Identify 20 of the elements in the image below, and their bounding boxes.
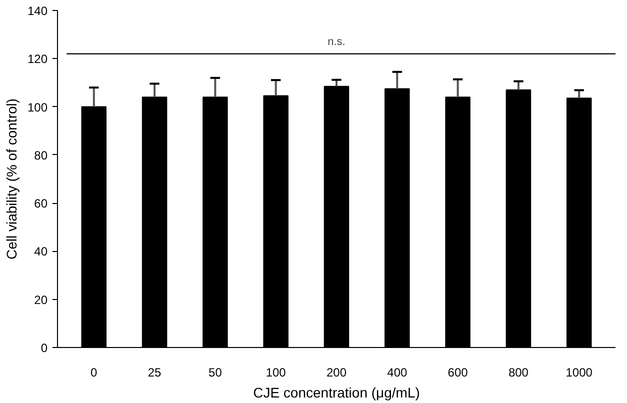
y-tick-label: 40	[34, 244, 48, 259]
y-tick-label: 100	[27, 100, 48, 114]
y-tick-label: 60	[34, 196, 48, 211]
x-tick-label: 800	[508, 366, 529, 380]
y-tick-label: 80	[34, 148, 48, 162]
y-tick-label: 20	[34, 292, 48, 307]
x-tick-label: 0	[90, 366, 98, 380]
x-tick-label: 400	[387, 366, 408, 380]
x-tick-label: 1000	[566, 366, 593, 380]
x-tick-label: 100	[266, 366, 286, 380]
y-tick-label: 120	[27, 52, 48, 66]
x-tick-label: 600	[448, 366, 468, 380]
x-axis-title: CJE concentration (μg/mL)	[253, 384, 420, 400]
x-tick-label: 50	[208, 366, 222, 380]
y-tick-label: 140	[27, 4, 48, 18]
x-tick-label: 200	[326, 366, 347, 380]
y-tick-label: 0	[40, 341, 48, 355]
y-axis-title: Cell viability (% of control)	[3, 98, 20, 260]
ref-line-label: n.s.	[328, 36, 346, 48]
x-tick-label: 25	[148, 366, 162, 380]
